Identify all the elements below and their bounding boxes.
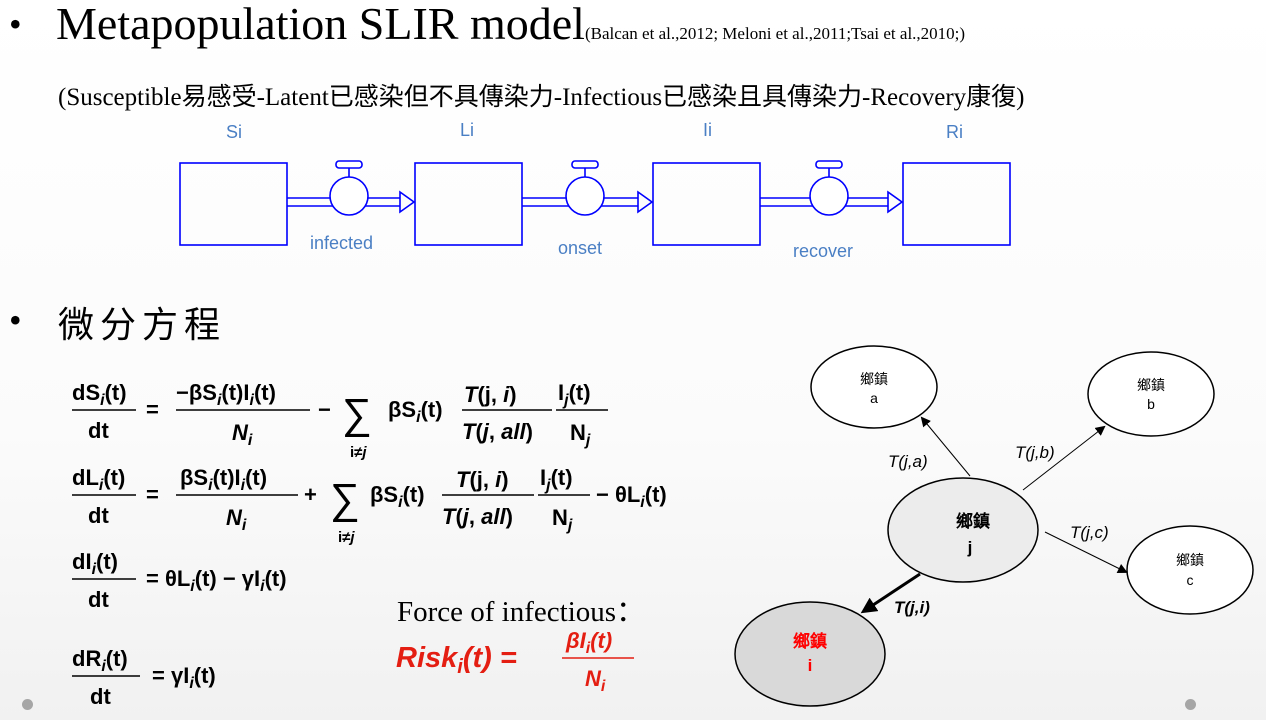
equation-dl: dLi(t) dt = βSi(t)Ii(t) Ni + ∑ i≠j βSi(t…	[72, 465, 667, 546]
edge-j-c	[1044, 531, 1128, 573]
svg-text:dLi(t): dLi(t)	[72, 465, 125, 494]
svg-text:−βSi(t)Ii(t): −βSi(t)Ii(t)	[176, 380, 276, 409]
svg-text:dt: dt	[88, 418, 109, 443]
svg-text:− θLi(t): − θLi(t)	[596, 482, 667, 511]
svg-text:T(j, i): T(j, i)	[464, 382, 517, 407]
svg-text:+: +	[304, 482, 317, 507]
title-text: Metapopulation SLIR model	[56, 0, 585, 49]
equation-di: dIi(t) dt = θLi(t) − γIi(t)	[72, 549, 287, 612]
node-j-name: j	[967, 538, 973, 557]
svg-text:Nj: Nj	[570, 420, 591, 449]
valve-infected	[329, 160, 369, 216]
slir-flow-diagram: Si Li Ii Ri infected onset recover	[179, 120, 1011, 261]
risk-formula: Riski(t) = βIi(t) Ni	[396, 628, 634, 695]
svg-text:dIi(t): dIi(t)	[72, 549, 118, 578]
node-township-b	[1087, 351, 1215, 437]
stock-box-r	[902, 162, 1011, 246]
section-title: 微分方程	[58, 305, 227, 345]
stock-label-r: Ri	[946, 122, 963, 142]
node-township-a	[810, 345, 938, 429]
svg-text:βSi(t): βSi(t)	[388, 397, 443, 426]
node-township-i	[734, 601, 886, 707]
node-township-j	[887, 477, 1039, 583]
svg-text:= γIi(t): = γIi(t)	[152, 663, 216, 692]
node-i-name: i	[808, 656, 813, 675]
stock-label-s: Si	[226, 122, 242, 142]
title-citation: (Balcan et al.,2012; Meloni et al.,2011;…	[584, 24, 966, 43]
svg-text:Ni: Ni	[585, 666, 606, 695]
node-a-label: 鄉鎮	[860, 371, 888, 387]
differential-equations: dSi(t) dt = −βSi(t)Ii(t) Ni − ∑ i≠j βSi(…	[72, 380, 667, 709]
valve-recover	[809, 160, 849, 216]
node-township-c	[1126, 525, 1254, 615]
edge-label-ja: T(j,a)	[888, 452, 928, 471]
stock-label-l: Li	[460, 120, 474, 140]
svg-text:Riski(t) =: Riski(t) =	[396, 642, 517, 678]
slide-title: Metapopulation SLIR model(Balcan et al.,…	[56, 0, 965, 48]
svg-text:=: =	[146, 397, 159, 422]
svg-text:i≠j: i≠j	[338, 529, 355, 546]
slir-definition: (Susceptible易感受-Latent已感染但不具傳染力-Infectio…	[58, 84, 1025, 111]
stock-box-s	[179, 162, 288, 246]
flow-label-recover: recover	[793, 241, 853, 261]
svg-text:T(j, all): T(j, all)	[442, 504, 513, 529]
edge-j-a	[920, 416, 971, 477]
svg-text:Ij(t): Ij(t)	[558, 380, 591, 409]
node-c-label: 鄉鎮	[1176, 552, 1204, 568]
svg-text:T(j, i): T(j, i)	[456, 467, 509, 492]
edge-j-i	[860, 572, 921, 614]
stock-label-i: Ii	[703, 120, 712, 140]
bullet-point: •	[9, 4, 22, 44]
force-of-infectious-label: Force of infectious：	[397, 596, 646, 628]
node-j-label: 鄉鎮	[956, 511, 990, 531]
stock-box-i	[652, 162, 761, 246]
node-b-name: b	[1147, 396, 1155, 412]
flow-label-onset: onset	[558, 238, 602, 258]
slide-corner-dot	[1185, 699, 1196, 710]
svg-text:∑: ∑	[330, 475, 360, 522]
svg-text:Ni: Ni	[226, 505, 247, 534]
svg-text:βSi(t)Ii(t): βSi(t)Ii(t)	[180, 465, 267, 494]
node-c-name: c	[1187, 572, 1194, 588]
bullet-point: •	[9, 300, 22, 340]
svg-text:−: −	[318, 397, 331, 422]
svg-text:∑: ∑	[342, 390, 372, 437]
svg-text:= θLi(t) − γIi(t): = θLi(t) − γIi(t)	[146, 566, 287, 595]
node-a-name: a	[870, 390, 878, 406]
svg-text:dt: dt	[88, 503, 109, 528]
svg-text:T(j, all): T(j, all)	[462, 419, 533, 444]
equation-dr: dRi(t) dt = γIi(t)	[72, 646, 216, 709]
stock-box-l	[414, 162, 523, 246]
svg-text:=: =	[146, 482, 159, 507]
svg-text:dt: dt	[88, 587, 109, 612]
svg-text:Ij(t): Ij(t)	[540, 465, 573, 494]
node-i-label: 鄉鎮	[793, 631, 827, 651]
svg-text:Ni: Ni	[232, 420, 253, 449]
svg-text:dSi(t): dSi(t)	[72, 380, 127, 409]
edge-label-ji: T(j,i)	[894, 598, 930, 617]
township-network: 鄉鎮 a 鄉鎮 b 鄉鎮 j 鄉鎮 c 鄉鎮 i T(j,a) T(j,b) T…	[734, 345, 1254, 707]
svg-text:dRi(t): dRi(t)	[72, 646, 128, 675]
flow-label-infected: infected	[310, 233, 373, 253]
svg-text:βSi(t): βSi(t)	[370, 482, 425, 511]
node-b-label: 鄉鎮	[1137, 377, 1165, 393]
edge-label-jb: T(j,b)	[1015, 443, 1055, 462]
svg-text:Nj: Nj	[552, 505, 573, 534]
edge-label-jc: T(j,c)	[1070, 523, 1109, 542]
svg-text:βIi(t): βIi(t)	[565, 628, 612, 657]
edge-j-b	[1022, 425, 1106, 491]
svg-text:dt: dt	[90, 684, 111, 709]
equation-ds: dSi(t) dt = −βSi(t)Ii(t) Ni − ∑ i≠j βSi(…	[72, 380, 608, 461]
svg-text:i≠j: i≠j	[350, 444, 367, 461]
valve-onset	[565, 160, 605, 216]
slide-corner-dot	[22, 699, 33, 710]
